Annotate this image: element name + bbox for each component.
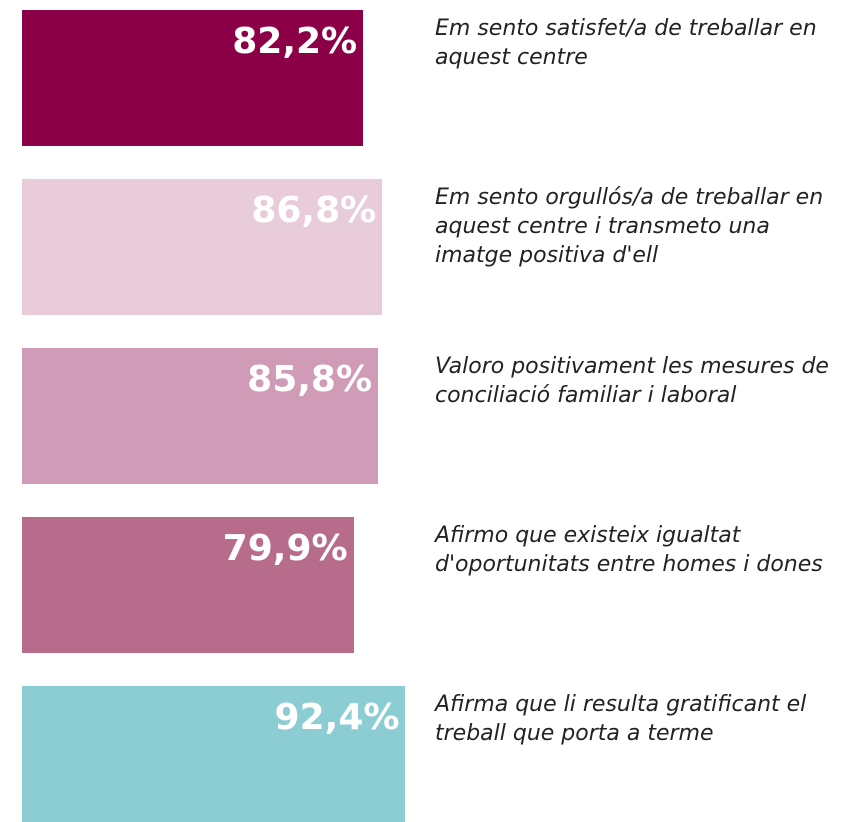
value-label: 86,8% <box>251 190 377 231</box>
category-label: Valoro positivament les mesures de conci… <box>435 354 829 408</box>
value-label: 82,2% <box>232 21 358 62</box>
bar <box>22 686 406 822</box>
value-label: 79,9% <box>222 528 348 569</box>
category-label: Afirmo que existeix igualtat d'oportunit… <box>435 523 823 577</box>
category-label: Em sento satisfet/a de treballar en aque… <box>435 16 817 70</box>
bar <box>22 517 354 653</box>
bar <box>22 179 383 315</box>
value-label: 92,4% <box>274 697 400 738</box>
value-label: 85,8% <box>247 359 373 400</box>
category-label: Afirma que li resulta gratificant el tre… <box>435 692 807 746</box>
category-label: Em sento orgullós/a de treballar en aque… <box>435 185 824 268</box>
bar <box>22 10 364 146</box>
bar <box>22 348 379 484</box>
